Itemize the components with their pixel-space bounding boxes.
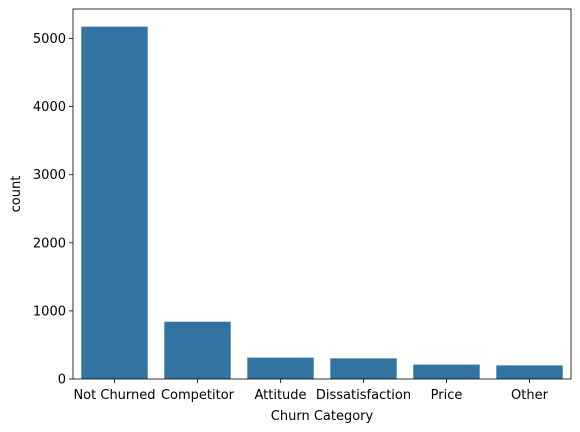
y-tick-label: 1000 xyxy=(33,304,66,319)
x-axis-label: Churn Category xyxy=(271,409,374,424)
x-tick-label: Competitor xyxy=(161,388,235,403)
x-axis-ticks: Not Churned Competitor Attitude Dissatisfac… xyxy=(73,379,549,403)
x-tick-label: Attitude xyxy=(254,388,306,403)
bar-other xyxy=(496,365,563,379)
x-tick-label: Other xyxy=(511,388,549,403)
y-axis-ticks: 0 1000 2000 3000 4000 5000 xyxy=(33,32,73,388)
bar-attitude xyxy=(247,357,314,379)
plot-frame xyxy=(72,8,572,380)
y-tick-label: 4000 xyxy=(33,100,66,115)
x-tick-label: Dissatisfaction xyxy=(316,388,411,403)
bar-price xyxy=(413,364,480,379)
bar-competitor xyxy=(164,321,231,379)
y-tick-label: 0 xyxy=(58,373,66,388)
y-tick-label: 2000 xyxy=(33,236,66,251)
y-tick-label: 5000 xyxy=(33,32,66,47)
x-tick-label: Price xyxy=(431,388,463,403)
y-tick-label: 3000 xyxy=(33,168,66,183)
bars-group xyxy=(81,26,563,379)
y-axis-label: count xyxy=(9,176,24,213)
x-tick-label: Not Churned xyxy=(73,388,155,403)
bar-not-churned xyxy=(81,26,148,379)
bar-dissatisfaction xyxy=(330,358,397,379)
